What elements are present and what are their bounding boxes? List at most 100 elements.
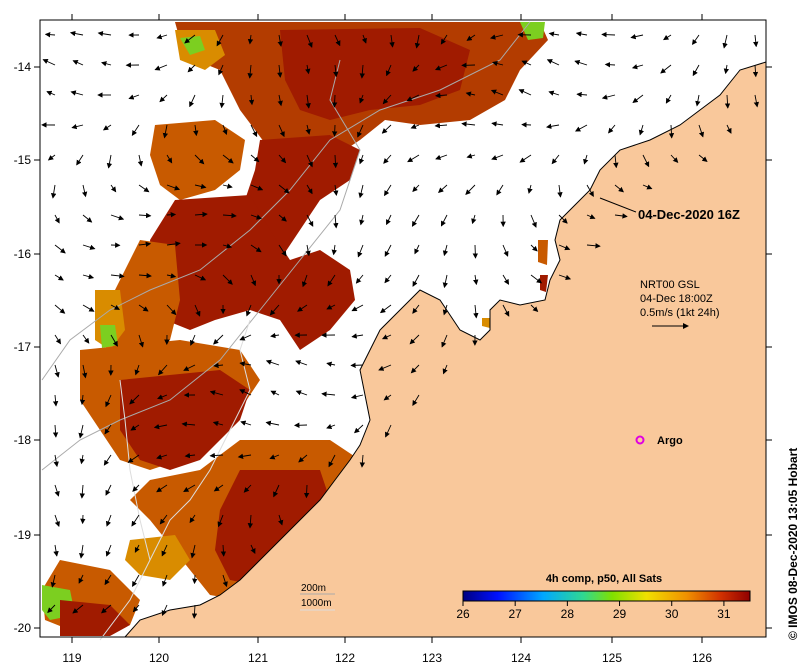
current-vector-arrow <box>354 424 364 434</box>
current-vector-arrow <box>184 452 196 459</box>
current-vector-arrow <box>158 364 168 376</box>
current-vector-arrow <box>237 453 252 459</box>
current-vector-arrow <box>194 304 201 317</box>
current-vector-arrow <box>442 274 448 289</box>
current-vector-arrow <box>53 454 59 468</box>
current-vector-arrow <box>384 244 392 257</box>
current-vector-arrow <box>326 304 336 310</box>
current-vector-arrow <box>383 394 392 401</box>
current-vector-arrow <box>79 484 85 499</box>
current-vector-arrow <box>305 244 311 257</box>
current-vector-arrow <box>166 241 181 247</box>
current-vector-arrow <box>303 484 310 499</box>
current-vector-arrow <box>642 184 653 190</box>
current-vector-arrow <box>530 304 539 313</box>
current-time-label: 04-Dec 18:00Z <box>640 293 713 305</box>
current-vector-arrow <box>47 604 56 614</box>
current-vector-arrow <box>331 244 337 256</box>
current-vector-arrow <box>381 124 392 134</box>
current-vector-arrow <box>632 94 644 104</box>
credit-text: © IMOS 08-Dec-2020 13:05 Hobart <box>786 448 800 640</box>
current-vector-arrow <box>301 274 308 288</box>
current-vector-arrow <box>156 34 168 40</box>
current-vector-arrow <box>298 454 308 463</box>
current-vector-arrow <box>132 604 140 613</box>
current-vector-arrow <box>527 184 533 194</box>
current-vector-arrow <box>209 452 224 459</box>
current-vector-arrow <box>53 544 59 557</box>
current-vector-arrow <box>153 423 168 430</box>
current-vector-arrow <box>406 94 420 102</box>
current-vector-arrow <box>434 64 448 71</box>
current-vector-arrow <box>601 94 616 100</box>
current-vector-arrow <box>105 484 112 496</box>
x-tick-label: 121 <box>248 651 268 665</box>
timestamp-pointer <box>599 197 637 213</box>
current-vector-arrow <box>411 214 420 227</box>
current-vector-arrow <box>642 154 650 168</box>
y-tick-label: -14 <box>14 60 32 74</box>
current-vector-arrow <box>192 574 198 585</box>
current-vector-arrow <box>222 274 233 285</box>
current-vector-arrow <box>79 454 85 465</box>
current-vector-arrow <box>473 274 479 286</box>
current-vector-arrow <box>71 123 84 130</box>
current-vector-arrow <box>333 214 339 229</box>
current-vector-arrow <box>414 244 420 255</box>
current-vector-arrow <box>359 64 365 79</box>
current-vector-arrow <box>440 214 448 227</box>
current-vector-arrow <box>189 334 196 346</box>
current-vector-arrow <box>166 273 177 279</box>
current-vector-arrow <box>110 304 120 310</box>
current-vector-arrow <box>138 304 149 312</box>
current-vector-arrow <box>305 94 311 109</box>
current-vector-arrow <box>328 454 336 468</box>
current-vector-arrow <box>194 274 207 281</box>
current-vector-arrow <box>726 124 732 134</box>
current-vector-arrow <box>50 184 57 199</box>
current-vector-arrow <box>250 184 264 191</box>
current-vector-arrow <box>668 124 675 139</box>
current-vector-arrow <box>277 34 283 47</box>
current-vector-arrow <box>557 184 563 198</box>
current-vector-arrow <box>181 421 196 427</box>
current-vector-arrow <box>412 274 420 287</box>
current-vector-arrow <box>129 394 140 405</box>
current-vector-arrow <box>250 154 260 163</box>
current-vector-arrow <box>471 214 477 225</box>
current-vector-arrow <box>269 304 280 316</box>
current-vector-arrow <box>270 390 280 396</box>
x-tick-label: 125 <box>602 651 622 665</box>
timestamp-label: 04-Dec-2020 16Z <box>638 207 740 222</box>
current-vector-arrow <box>106 154 113 169</box>
current-vector-arrow <box>154 64 168 71</box>
current-vector-arrow <box>753 94 760 108</box>
current-vector-arrow <box>295 390 308 396</box>
current-vector-arrow <box>218 64 224 76</box>
current-vector-arrow <box>327 274 336 287</box>
isobaths <box>41 21 531 471</box>
current-vector-arrow <box>492 60 504 67</box>
current-vector-arrow <box>442 244 449 257</box>
current-vector-arrow <box>583 154 589 165</box>
current-vector-arrow <box>359 214 365 226</box>
current-vector-arrow <box>410 123 420 129</box>
current-vector-arrow <box>54 364 60 378</box>
current-vector-arrow <box>137 154 144 167</box>
current-vector-arrow <box>82 244 96 250</box>
current-vector-arrow <box>321 391 336 397</box>
current-vector-arrow <box>614 184 624 193</box>
current-vector-arrow <box>548 31 560 37</box>
current-vector-arrow <box>81 364 88 379</box>
current-source-label: NRT00 GSL <box>640 279 700 291</box>
current-vector-arrow <box>384 274 392 284</box>
current-vector-arrow <box>490 34 504 40</box>
current-vector-arrow <box>189 94 196 108</box>
current-vector-arrow <box>78 574 84 584</box>
current-vector-arrow <box>722 34 728 49</box>
current-vector-arrow <box>575 31 588 37</box>
current-vector-arrow <box>305 124 311 135</box>
current-vector-arrow <box>355 274 364 284</box>
current-vector-arrow <box>692 64 700 77</box>
current-vector-arrow <box>132 574 140 587</box>
